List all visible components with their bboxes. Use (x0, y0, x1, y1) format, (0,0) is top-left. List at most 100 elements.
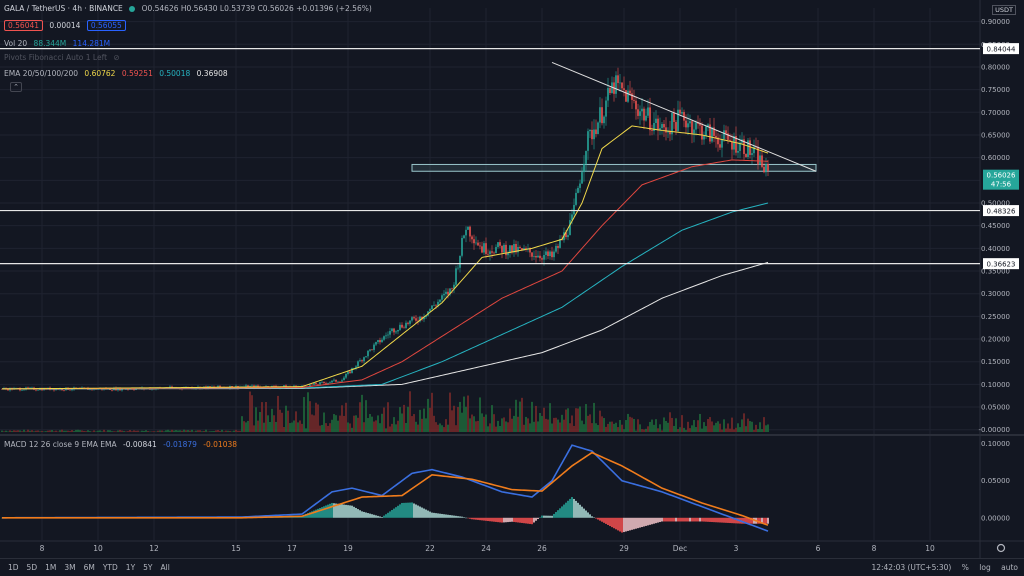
candle-body (521, 248, 523, 251)
volume-bar (583, 424, 585, 432)
range-all[interactable]: All (160, 563, 170, 572)
volume-bar (733, 429, 735, 432)
candle-body (409, 320, 411, 324)
macd-legend[interactable]: MACD 12 26 close 9 EMA EMA -0.00841 -0.0… (4, 440, 241, 450)
macd-tick-label: 0.10000 (981, 440, 1010, 448)
volume-bar (361, 394, 363, 432)
volume-bar (449, 392, 451, 432)
volume-bar (289, 423, 291, 432)
macd-histogram-bar (617, 517, 619, 531)
macd-histogram-bar (633, 517, 635, 530)
candle-body (669, 130, 671, 135)
candle-body (515, 244, 517, 253)
volume-bar (527, 418, 529, 432)
pivots-legend[interactable]: Pivots Fibonacci Auto 1 Left ⊘ (4, 53, 124, 63)
macd-histogram-bar (653, 517, 655, 524)
candle-body (765, 163, 767, 173)
macd-histogram-bar (513, 517, 515, 522)
macd-histogram-bar (321, 507, 323, 518)
candle-body (435, 305, 437, 307)
macd-histogram-bar (767, 517, 769, 524)
candle-body (699, 123, 701, 126)
time-tick-label: 12 (149, 544, 159, 553)
volume-bar (645, 428, 647, 432)
settings-gear-icon[interactable] (996, 543, 1006, 553)
volume-bar (421, 418, 423, 432)
volume-bar (173, 430, 175, 432)
volume-bar (373, 421, 375, 432)
macd-histogram-bar (621, 517, 623, 533)
candle-body (671, 112, 673, 135)
currency-label[interactable]: USDT (992, 5, 1016, 15)
candle-body (635, 100, 637, 110)
volume-bar (417, 424, 419, 432)
range-1y[interactable]: 1Y (125, 563, 136, 572)
volume-bar (743, 413, 745, 432)
volume-bar (133, 430, 135, 432)
price-tick-label: 0.40000 (981, 245, 1010, 253)
volume-bar (347, 422, 349, 432)
macd-histogram-bar (571, 497, 573, 518)
ema-legend[interactable]: EMA 20/50/100/200 0.60762 0.59251 0.5001… (4, 69, 232, 79)
range-5d[interactable]: 5D (26, 563, 38, 572)
auto-toggle[interactable]: auto (1001, 563, 1018, 572)
macd-histogram-bar (579, 504, 581, 518)
symbol-title[interactable]: GALA / TetherUS · 4h · BINANCE (4, 4, 123, 13)
range-1d[interactable]: 1D (8, 563, 19, 572)
log-toggle[interactable]: log (979, 563, 991, 572)
volume-legend[interactable]: Vol 20 88.344M 114.281M (4, 39, 114, 49)
volume-bar (151, 431, 153, 432)
range-6m[interactable]: 6M (83, 563, 95, 572)
volume-bar (305, 428, 307, 432)
macd-histogram-bar (323, 506, 325, 518)
range-5y[interactable]: 5Y (143, 563, 153, 572)
clock[interactable]: 12:42:03 (UTC+5:30) (871, 563, 952, 572)
volume-bar (59, 430, 61, 432)
range-3m[interactable]: 3M (64, 563, 76, 572)
candle-body (313, 383, 315, 385)
volume-bar (653, 424, 655, 432)
time-tick-label: 10 (925, 544, 935, 553)
candle-body (423, 317, 425, 320)
volume-bar (257, 420, 259, 432)
candle-body (677, 109, 679, 132)
range-ytd[interactable]: YTD (102, 563, 118, 572)
buy-price[interactable]: 0.56055 (86, 20, 126, 31)
macd-histogram-bar (413, 503, 415, 518)
volume-bar (239, 430, 241, 432)
price-tick-label: 0.25000 (981, 313, 1010, 321)
time-tick-label: 24 (481, 544, 491, 553)
volume-bar (31, 430, 33, 432)
volume-bar (317, 404, 319, 432)
volume-bar (545, 418, 547, 432)
volume-bar (367, 418, 369, 432)
volume-bar (519, 401, 521, 432)
candle-body (355, 366, 357, 368)
collapse-legend-icon[interactable]: ⌃ (10, 82, 22, 92)
volume-bar (437, 424, 439, 432)
hidden-eye-icon[interactable]: ⊘ (113, 53, 120, 62)
macd-histogram-bar (699, 517, 701, 522)
candle-body (615, 75, 617, 94)
volume-bar (5, 430, 7, 432)
volume-bar (589, 414, 591, 432)
volume-bar (699, 413, 701, 432)
candle-body (627, 90, 629, 102)
percent-toggle[interactable]: % (961, 563, 969, 572)
volume-bar (749, 421, 751, 432)
candle-body (369, 349, 371, 351)
volume-bar (709, 417, 711, 432)
macd-histogram-bar (643, 517, 645, 527)
candle-body (55, 388, 57, 391)
volume-bar (423, 408, 425, 432)
volume-bar (517, 416, 519, 432)
macd-histogram-bar (759, 517, 761, 524)
volume-bar (327, 425, 329, 432)
range-1m[interactable]: 1M (45, 563, 57, 572)
sell-price[interactable]: 0.56041 (4, 20, 44, 31)
macd-histogram-bar (329, 503, 331, 518)
volume-bar (99, 430, 101, 432)
candle-body (711, 127, 713, 142)
candle-body (371, 349, 373, 350)
